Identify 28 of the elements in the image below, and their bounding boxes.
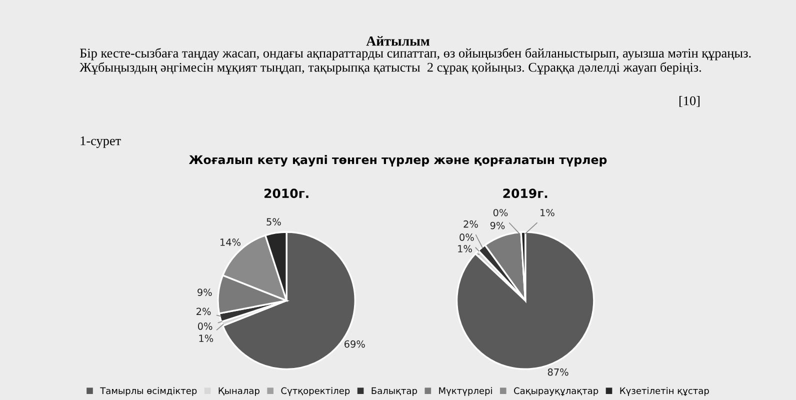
legend-label: Мүктүрлері	[439, 387, 492, 396]
data-label: 14%	[220, 238, 240, 246]
data-label: 69%	[344, 340, 365, 348]
legend-label: Сүтқоректілер	[281, 387, 350, 396]
legend-label: Балықтар	[372, 387, 418, 396]
data-label: 9%	[490, 222, 505, 230]
text: Бір кесте-сызбаға таңдау жасап, ондағы ақпараттарды сипаттап, өз ойыңызбен байланыстырып, ауызша мәтін құраңыз. Жұбыңыздың әңгімесін мұқият тыңдап, тақырыпқа қатысты 2 сұрақ қойыңыз. Сұраққа дәлелді жауап беріңіз.	[80, 48, 751, 74]
data-label: 1%	[540, 208, 554, 216]
legend-label: Тамырлы өсімдіктер	[100, 387, 197, 396]
text: [10]	[679, 96, 700, 107]
data-label: 9%	[198, 288, 212, 296]
text: 0%	[460, 234, 474, 241]
data-label: 5%	[266, 218, 281, 226]
data-label: 87%	[548, 368, 568, 376]
text: 0%	[198, 322, 212, 330]
text: 1-сурет	[80, 136, 121, 148]
legend-label: Күзетілетін құстар	[620, 387, 709, 396]
data-label: 1%	[199, 334, 214, 342]
legend-label: Сақырауқұлақтар	[514, 387, 598, 396]
data-label: 2%	[196, 308, 211, 316]
chart-title: Жоғалып кету қаупі төнген түрлер және қорғалатын түрлер	[188, 155, 607, 167]
text: 0%	[493, 208, 508, 216]
data-label: 2%	[464, 220, 478, 228]
legend-label: Қыналар	[218, 387, 260, 396]
text: Айтылым	[366, 36, 430, 46]
chart-subtitle: 2019г.	[503, 188, 548, 198]
data-label: 1%	[458, 245, 472, 252]
chart-subtitle: 2010г.	[264, 188, 308, 198]
